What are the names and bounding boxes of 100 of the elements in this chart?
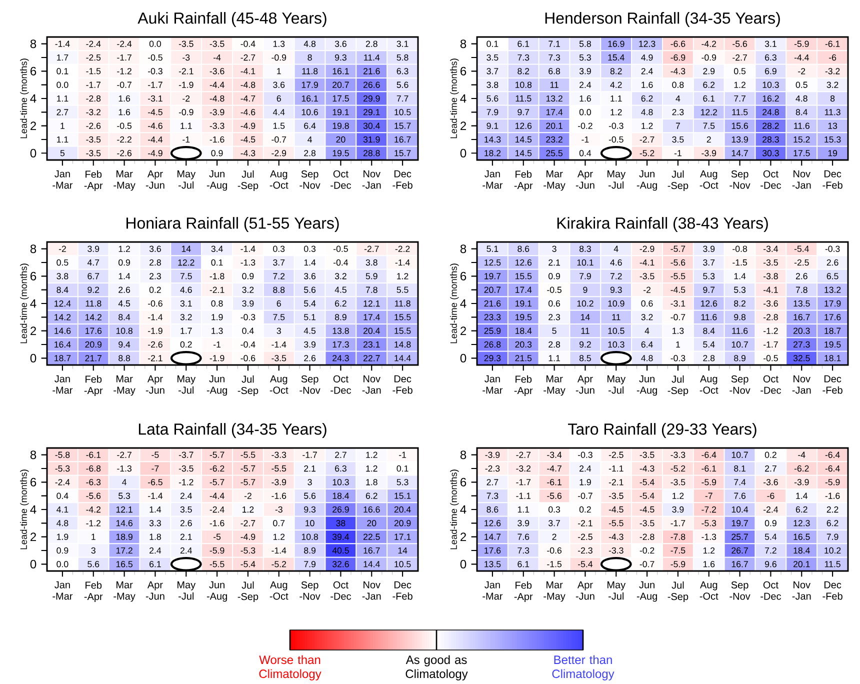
data-label: 18.4 — [332, 492, 350, 499]
data-label: 13.5 — [794, 300, 810, 307]
data-label: 16.1 — [332, 68, 349, 74]
data-label: -4.8 — [210, 95, 224, 102]
data-label: 6 — [276, 300, 281, 307]
data-label: 4.8 — [304, 40, 316, 47]
data-label: -2.7 — [516, 452, 531, 458]
data-label: 15.7 — [394, 122, 411, 129]
data-label: 3.6 — [304, 273, 316, 280]
data-label: -5.4 — [640, 492, 654, 499]
data-label: 8.5 — [579, 355, 591, 362]
data-label: 40.5 — [332, 547, 349, 554]
data-label: 20.4 — [364, 328, 380, 334]
data-label: 9.1 — [486, 122, 498, 129]
data-label: 8.2 — [734, 300, 746, 307]
x-tick-label: Nov -Jan — [362, 170, 381, 189]
y-tick-label: 2 — [460, 326, 466, 336]
data-label: 6.2 — [826, 520, 838, 526]
chart-title: Taro Rainfall (29-33 Years) — [568, 423, 756, 438]
data-label: 1.4 — [734, 273, 746, 280]
data-label: 9.2 — [88, 286, 100, 293]
data-label: 26.9 — [332, 506, 349, 513]
data-label: 10.4 — [732, 506, 748, 513]
data-label: 5.3 — [579, 54, 591, 61]
data-label: 0.9 — [764, 520, 776, 526]
x-tick-label: Mar -May — [544, 170, 566, 191]
data-label: 0.9 — [548, 273, 560, 280]
data-label: 3.9 — [579, 68, 591, 74]
data-label: -5.2 — [670, 465, 686, 472]
data-label: 1 — [60, 122, 64, 129]
data-label: 10.2 — [577, 300, 594, 307]
data-label: 8.9 — [334, 314, 346, 320]
data-label: 5.6 — [486, 95, 498, 102]
data-label: -2.1 — [178, 68, 194, 74]
data-label: 12.3 — [639, 40, 656, 47]
x-tick-label: Apr -Jun — [146, 581, 164, 600]
data-label: 7.5 — [703, 122, 715, 129]
data-label: 0.0 — [56, 82, 68, 88]
data-label: 5 — [552, 328, 556, 334]
data-label: 7.5 — [273, 314, 285, 320]
data-label: 1.6 — [580, 95, 591, 102]
data-label: 12.1 — [364, 300, 380, 307]
y-tick-label: 0 — [30, 148, 36, 158]
data-label: -5.2 — [640, 150, 654, 156]
data-label: 0.1 — [211, 259, 223, 266]
data-label: 7.3 — [486, 492, 498, 499]
data-label: -1.2 — [764, 328, 778, 334]
data-label: 20.1 — [546, 122, 562, 129]
data-label: -1.7 — [764, 341, 778, 348]
data-label: -1.7 — [148, 82, 162, 88]
data-label: 2.1 — [304, 465, 316, 472]
data-label: 19.7 — [732, 520, 748, 526]
data-label: 4 — [308, 136, 312, 143]
data-label: 2.8 — [366, 40, 378, 47]
data-label: -3.3 — [210, 122, 224, 129]
x-tick-label: Oct -Dec — [760, 581, 781, 600]
data-label: -3.4 — [547, 452, 562, 458]
data-label: 2.8 — [548, 341, 560, 348]
data-label: -7.5 — [670, 547, 686, 554]
data-label: 10.6 — [302, 109, 318, 116]
data-label: -2.4 — [55, 479, 70, 486]
y-tick-label: 0 — [460, 148, 466, 158]
data-label: -0.2 — [640, 547, 654, 554]
x-tick-label: Aug -Oct — [270, 581, 288, 600]
data-label: 3 — [276, 328, 281, 334]
data-label: -0.4 — [240, 40, 256, 47]
data-label: -0.9 — [178, 109, 194, 116]
data-label: 1.3 — [273, 40, 285, 47]
data-label: -4.3 — [240, 150, 256, 156]
data-label: -0.3 — [148, 68, 162, 74]
data-label: 9 — [583, 286, 588, 293]
data-label: 1.7 — [180, 328, 192, 334]
data-label: 0.2 — [180, 341, 192, 348]
x-tick-label: Nov -Jan — [362, 375, 381, 394]
data-label: -5.5 — [608, 520, 624, 526]
data-label: 7 — [676, 122, 680, 129]
data-label: 0.5 — [56, 259, 68, 266]
x-tick-label: Mar -May — [114, 375, 136, 396]
data-label: -1 — [674, 150, 682, 156]
data-label: 16.5 — [116, 561, 132, 568]
data-label: 4.5 — [334, 286, 346, 293]
data-label: 3.1 — [396, 40, 408, 47]
data-label: -4.7 — [547, 465, 562, 472]
data-label: 24.3 — [332, 355, 349, 362]
data-label: -2.7 — [364, 246, 379, 252]
data-label: 14.4 — [394, 355, 411, 362]
data-label: -6.3 — [86, 479, 101, 486]
data-label: 15.5 — [515, 273, 532, 280]
data-label: -0.3 — [825, 246, 840, 252]
data-label: 4.6 — [610, 259, 622, 266]
x-tick-label: Apr -Jun — [146, 375, 164, 394]
data-label: 2.8 — [304, 150, 316, 156]
data-label: 10.7 — [732, 341, 748, 348]
data-label: -3.6 — [764, 300, 778, 307]
data-label: 3 — [91, 547, 96, 554]
data-label: 4.7 — [87, 259, 100, 266]
data-label: 7.2 — [273, 273, 285, 280]
data-label: -5.5 — [272, 465, 286, 472]
data-label: 6.3 — [335, 465, 346, 472]
y-tick-label: 2 — [30, 326, 36, 336]
